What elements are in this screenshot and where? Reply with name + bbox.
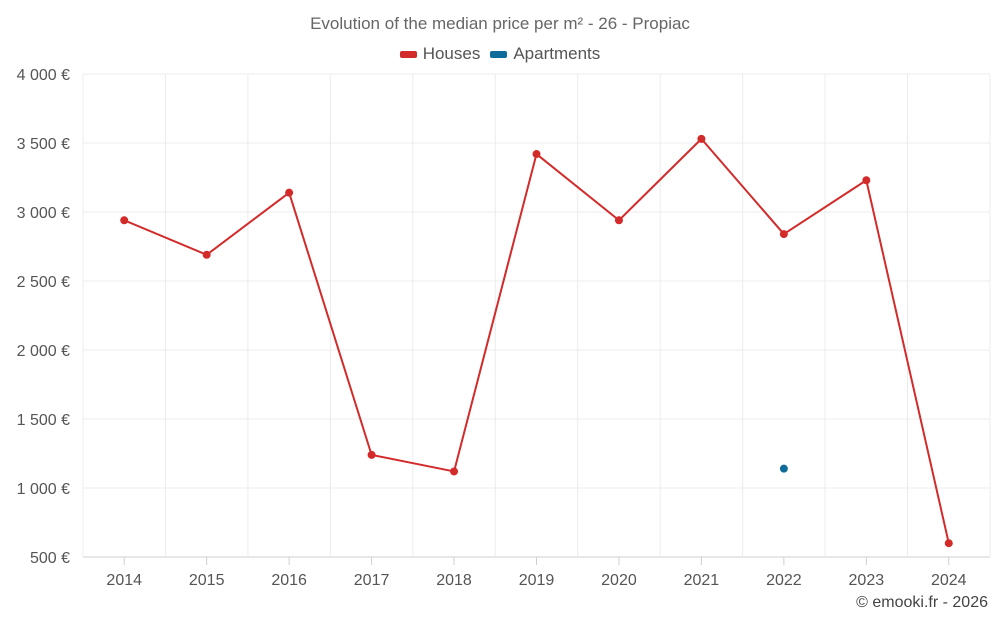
x-tick-label: 2020	[601, 572, 637, 589]
legend-label-houses: Houses	[422, 44, 481, 63]
x-tick-label: 2015	[189, 572, 225, 589]
data-point-houses	[697, 134, 706, 143]
x-tick-label: 2017	[354, 572, 390, 589]
x-tick-label: 2018	[436, 572, 472, 589]
x-tick-label: 2021	[684, 572, 720, 589]
x-tick-label: 2016	[271, 572, 307, 589]
data-point-houses	[862, 176, 871, 185]
data-point-houses	[450, 467, 459, 476]
y-tick-label: 1 000 €	[17, 481, 70, 498]
y-tick-label: 1 500 €	[17, 412, 70, 429]
data-point-houses	[614, 216, 623, 225]
data-point-houses	[532, 150, 541, 159]
legend-swatch-houses	[399, 50, 417, 58]
y-tick-label: 2 000 €	[17, 343, 70, 360]
x-tick-label: 2023	[849, 572, 885, 589]
copyright-footer: © emooki.fr - 2026	[856, 594, 988, 611]
data-point-houses	[285, 188, 294, 197]
x-tick-label: 2022	[766, 572, 802, 589]
y-tick-label: 3 500 €	[17, 136, 70, 153]
data-point-houses	[120, 216, 129, 225]
y-tick-label: 500 €	[30, 550, 70, 567]
y-tick-label: 3 000 €	[17, 205, 70, 222]
legend-item-houses[interactable]: Houses	[399, 44, 481, 64]
legend-item-apartments[interactable]: Apartments	[490, 44, 600, 64]
legend-label-apartments: Apartments	[513, 44, 601, 63]
y-tick-label: 2 500 €	[17, 274, 70, 291]
data-point-houses	[779, 230, 788, 239]
data-point-houses	[944, 539, 953, 548]
x-tick-label: 2014	[106, 572, 142, 589]
chart-legend: Houses Apartments	[0, 44, 1000, 64]
x-tick-label: 2024	[931, 572, 967, 589]
y-tick-label: 4 000 €	[17, 67, 70, 84]
legend-swatch-apartments	[490, 50, 508, 58]
data-point-houses	[202, 250, 211, 259]
data-point-houses	[367, 450, 376, 459]
chart-title: Evolution of the median price per m² - 2…	[310, 14, 690, 33]
x-tick-label: 2019	[519, 572, 555, 589]
data-point-apartments	[779, 464, 788, 473]
